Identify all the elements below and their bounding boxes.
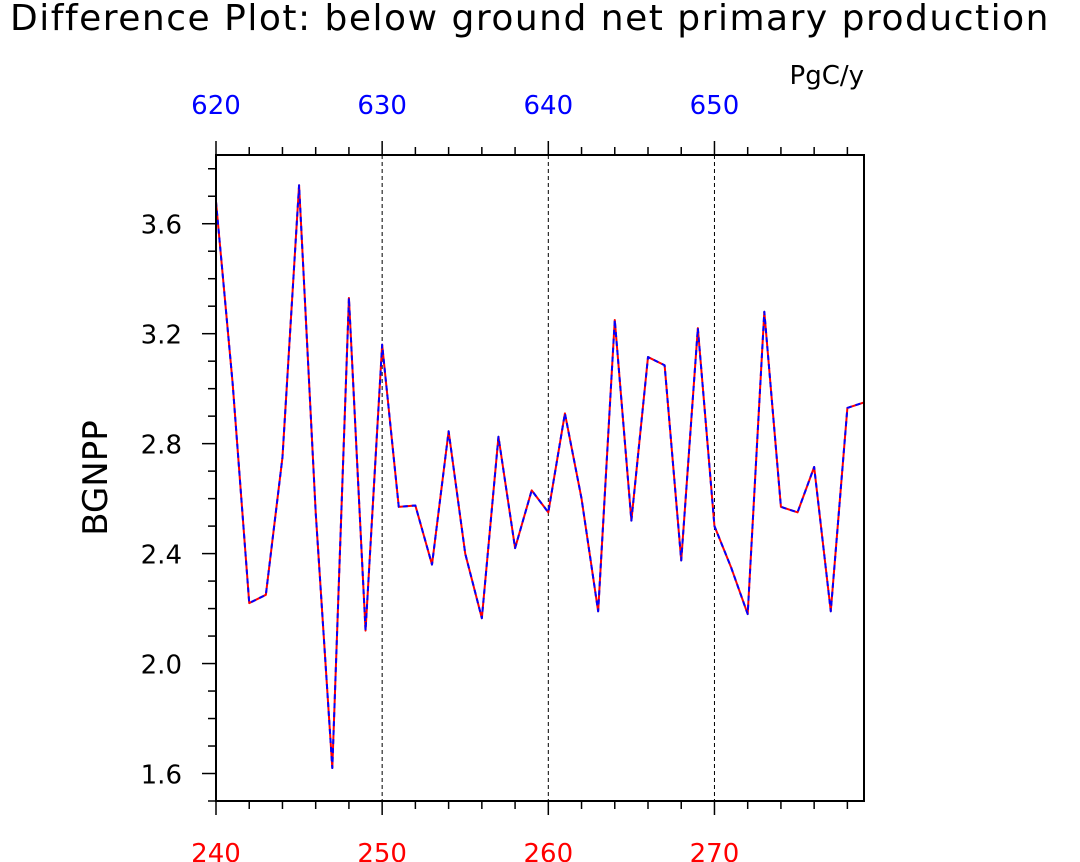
y-tick-label: 1.6 [141, 761, 182, 791]
x-top-tick-label: 640 [523, 91, 573, 121]
x-top-tick-label: 630 [357, 91, 407, 121]
plot-frame [215, 154, 865, 802]
y-tick-label: 3.6 [141, 211, 182, 241]
x-top-tick-label: 650 [690, 91, 740, 121]
tick-labels: 1.6 2.0 2.4 2.8 3.2 3.6 240 250 260 270 620 630 640 6… [141, 91, 740, 862]
y-axis-label: BGNPP [76, 420, 116, 536]
y-tick-label: 2.8 [141, 431, 182, 461]
data-series [215, 184, 865, 770]
axis-ticks [202, 141, 849, 815]
x-top-tick-label: 620 [191, 91, 241, 121]
chart-title: Difference Plot: below ground net primar… [10, 0, 1050, 39]
x-bottom-tick-label: 240 [191, 839, 241, 862]
vertical-gridlines [381, 155, 715, 801]
x-bottom-tick-label: 270 [690, 839, 740, 862]
x-bottom-tick-label: 250 [357, 839, 407, 862]
y-tick-label: 3.2 [141, 321, 182, 351]
series-line-blue-dashed [215, 184, 865, 770]
units-label: PgC/y [790, 61, 864, 91]
y-tick-label: 2.0 [141, 651, 182, 681]
x-bottom-tick-label: 260 [523, 839, 573, 862]
y-tick-label: 2.4 [141, 541, 182, 571]
series-line-red [215, 184, 865, 770]
